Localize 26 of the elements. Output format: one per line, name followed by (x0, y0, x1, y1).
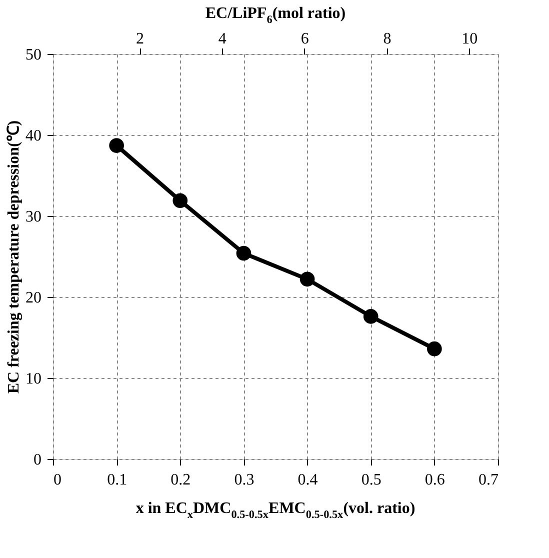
y-tick-label: 30 (26, 208, 42, 226)
x-tick-label: 0.4 (298, 472, 318, 488)
x2-tick-label: 6 (300, 30, 309, 48)
x2-tick-label: 4 (218, 30, 226, 48)
y-tick-label: 10 (26, 370, 42, 388)
point (172, 193, 188, 208)
y-tick-label: 50 (26, 46, 42, 64)
x-tick-label: 0.3 (234, 472, 254, 488)
x-tick-label: 0.1 (107, 472, 128, 488)
y-tick-label: 0 (34, 452, 42, 468)
x-tick-label: 0.2 (170, 472, 191, 488)
point (427, 341, 442, 356)
x2-tick-label: 2 (136, 30, 144, 48)
x-tick-label: 0.7 (478, 472, 498, 488)
y-tick-label: 40 (26, 128, 42, 144)
point (109, 138, 124, 153)
x2-tick-label: 10 (462, 30, 478, 48)
x-tick-label: 0.5 (361, 472, 382, 488)
x-tick-label: 0.6 (424, 472, 445, 488)
y-tick-label: 20 (26, 290, 42, 306)
y-axis-title: EC freezing temperature depression(℃) (6, 120, 22, 394)
x2-tick-label: 8 (383, 30, 392, 48)
point (300, 272, 315, 287)
point (236, 246, 252, 261)
x-tick-label: 0 (54, 472, 62, 488)
point (363, 309, 378, 324)
